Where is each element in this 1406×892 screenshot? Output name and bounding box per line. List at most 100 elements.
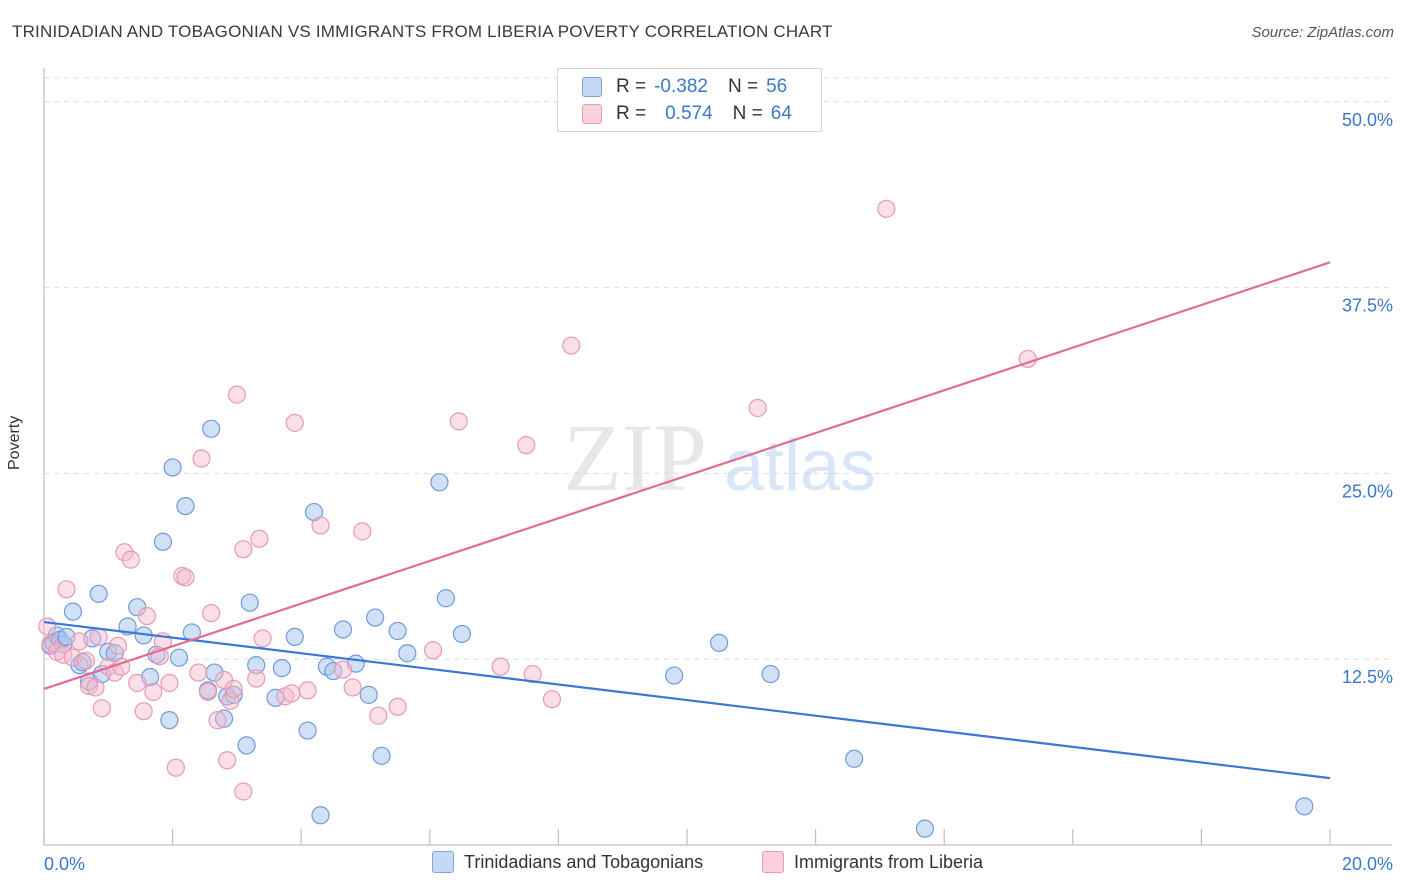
chart-title: TRINIDADIAN AND TOBAGONIAN VS IMMIGRANTS…: [12, 22, 833, 41]
legend-n-value: 64: [770, 103, 792, 124]
watermark-zip: ZIP: [563, 404, 707, 511]
blue-point: [761, 664, 780, 684]
blue-point: [430, 473, 449, 492]
blue-point: [63, 602, 83, 621]
bottom-legend-swatch-pink: [762, 851, 784, 873]
pink-point: [115, 543, 134, 562]
legend-swatch-pink: [582, 104, 602, 124]
legend-r-label: R =: [616, 76, 647, 97]
legend-row-pink: R = 0.574 N = 64: [582, 101, 792, 127]
pink-point: [517, 436, 536, 455]
legend-row-blue: R = -0.382 N = 56: [582, 74, 787, 100]
pink-point: [218, 751, 237, 770]
pink-point: [449, 412, 468, 431]
legend-swatch-blue: [582, 77, 602, 97]
blue-point: [202, 419, 221, 438]
blue-point: [398, 644, 417, 663]
blue-point: [665, 666, 684, 685]
watermark: ZIP atlas: [563, 404, 876, 511]
pink-point: [86, 678, 105, 697]
blue-point: [169, 648, 189, 667]
pink-point: [227, 385, 246, 404]
pink-point: [542, 690, 562, 709]
pink-point: [76, 651, 95, 670]
y-tick-label: 12.5%: [1342, 667, 1393, 687]
correlation-legend: R = -0.382 N = 56 R = 0.574 N = 64: [557, 68, 822, 132]
x-tick-label: 0.0%: [44, 854, 85, 874]
pink-point: [333, 660, 353, 679]
blue-point: [153, 532, 173, 551]
blue-point: [710, 633, 729, 652]
blue-point: [366, 608, 385, 627]
legend-n-value: 56: [766, 76, 788, 97]
blue-point: [452, 624, 472, 644]
blue-point: [388, 621, 407, 641]
pink-point: [57, 580, 76, 599]
pink-point: [121, 550, 140, 569]
bottom-legend-label-pink: Immigrants from Liberia: [794, 851, 984, 872]
pink-point: [108, 636, 128, 655]
pink-point: [89, 627, 108, 646]
pink-point: [298, 681, 317, 700]
pink-point: [282, 684, 301, 703]
pink-point: [202, 604, 221, 623]
blue-point: [163, 458, 182, 477]
pink-point: [144, 682, 163, 701]
trend-line-pink: [43, 261, 1331, 690]
series-liberia-points: [38, 199, 1037, 801]
pink-point: [343, 678, 362, 697]
bottom-legend-label-blue: Trinidadians and Tobagonians: [464, 851, 704, 872]
blue-point: [205, 663, 224, 682]
blue-point: [845, 749, 864, 768]
legend-r-value: -0.382: [654, 76, 708, 97]
y-tick-label: 37.5%: [1342, 296, 1393, 316]
pink-point: [160, 673, 179, 693]
legend-r-label: R =: [616, 103, 647, 124]
pink-point: [224, 679, 243, 699]
pink-point: [192, 449, 211, 468]
trend-lines: [43, 261, 1331, 780]
tick-labels: 12.5% 25.0% 37.5% 50.0% 0.0% 20.0%: [44, 110, 1393, 874]
blue-point: [372, 746, 391, 765]
pink-point: [128, 673, 147, 693]
pink-point: [250, 529, 269, 548]
pink-point: [189, 663, 208, 682]
blue-point: [1295, 797, 1314, 816]
chart-source: Source: ZipAtlas.com: [1251, 24, 1394, 41]
pink-point: [562, 336, 581, 355]
watermark-atlas: atlas: [724, 426, 876, 506]
pink-point: [198, 682, 218, 701]
blue-point: [298, 721, 317, 740]
pink-point: [41, 635, 60, 654]
blue-point: [247, 656, 266, 675]
blue-point: [333, 620, 353, 639]
bottom-legend-swatch-blue: [432, 851, 454, 873]
blue-point: [436, 589, 455, 608]
legend-r-value: 0.574: [665, 103, 713, 124]
pink-point: [38, 617, 57, 636]
pink-point: [166, 758, 185, 777]
y-tick-label: 50.0%: [1342, 110, 1393, 130]
pink-point: [423, 641, 443, 660]
blue-point: [160, 711, 179, 730]
blue-point: [915, 819, 935, 838]
y-axis-title: Poverty: [6, 415, 23, 470]
pink-point: [234, 782, 253, 801]
pink-point: [285, 413, 304, 432]
pink-point: [369, 706, 388, 725]
grid-lines: [44, 77, 1392, 660]
pink-point: [523, 664, 542, 684]
pink-point: [208, 711, 227, 730]
pink-point: [311, 516, 330, 535]
pink-point: [234, 540, 253, 559]
pink-point: [92, 699, 111, 718]
x-tick-label: 20.0%: [1342, 854, 1393, 874]
pink-point: [253, 629, 272, 648]
blue-point: [176, 496, 195, 516]
pink-point: [221, 691, 240, 710]
bottom-legend-pink: Immigrants from Liberia: [762, 851, 983, 873]
pink-point: [176, 568, 195, 587]
trend-line-blue: [43, 620, 1331, 780]
blue-point: [324, 661, 343, 681]
pink-point: [70, 632, 89, 651]
